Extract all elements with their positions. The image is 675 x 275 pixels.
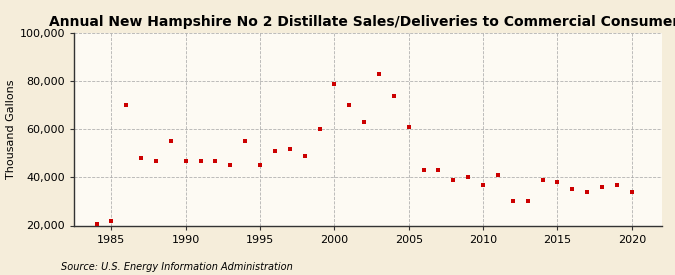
Point [344,103,354,107]
Point [404,125,414,129]
Point [151,158,161,163]
Point [552,180,563,184]
Point [106,218,117,223]
Point [478,182,489,187]
Point [418,168,429,172]
Point [254,163,265,167]
Point [433,168,444,172]
Point [508,199,518,204]
Point [284,146,295,151]
Point [597,185,608,189]
Point [240,139,250,144]
Point [358,120,369,124]
Point [91,222,102,227]
Point [582,190,593,194]
Point [567,187,578,192]
Point [299,153,310,158]
Point [121,103,132,107]
Point [195,158,206,163]
Point [448,178,459,182]
Point [374,72,385,76]
Point [210,158,221,163]
Y-axis label: Thousand Gallons: Thousand Gallons [5,79,16,179]
Point [626,190,637,194]
Point [314,127,325,131]
Point [389,94,400,98]
Point [180,158,191,163]
Point [136,156,146,160]
Point [165,139,176,144]
Point [493,173,504,177]
Point [225,163,236,167]
Point [612,182,622,187]
Point [463,175,474,180]
Point [329,81,340,86]
Point [537,178,548,182]
Point [522,199,533,204]
Title: Annual New Hampshire No 2 Distillate Sales/Deliveries to Commercial Consumers: Annual New Hampshire No 2 Distillate Sal… [49,15,675,29]
Text: Source: U.S. Energy Information Administration: Source: U.S. Energy Information Administ… [61,262,292,272]
Point [269,149,280,153]
